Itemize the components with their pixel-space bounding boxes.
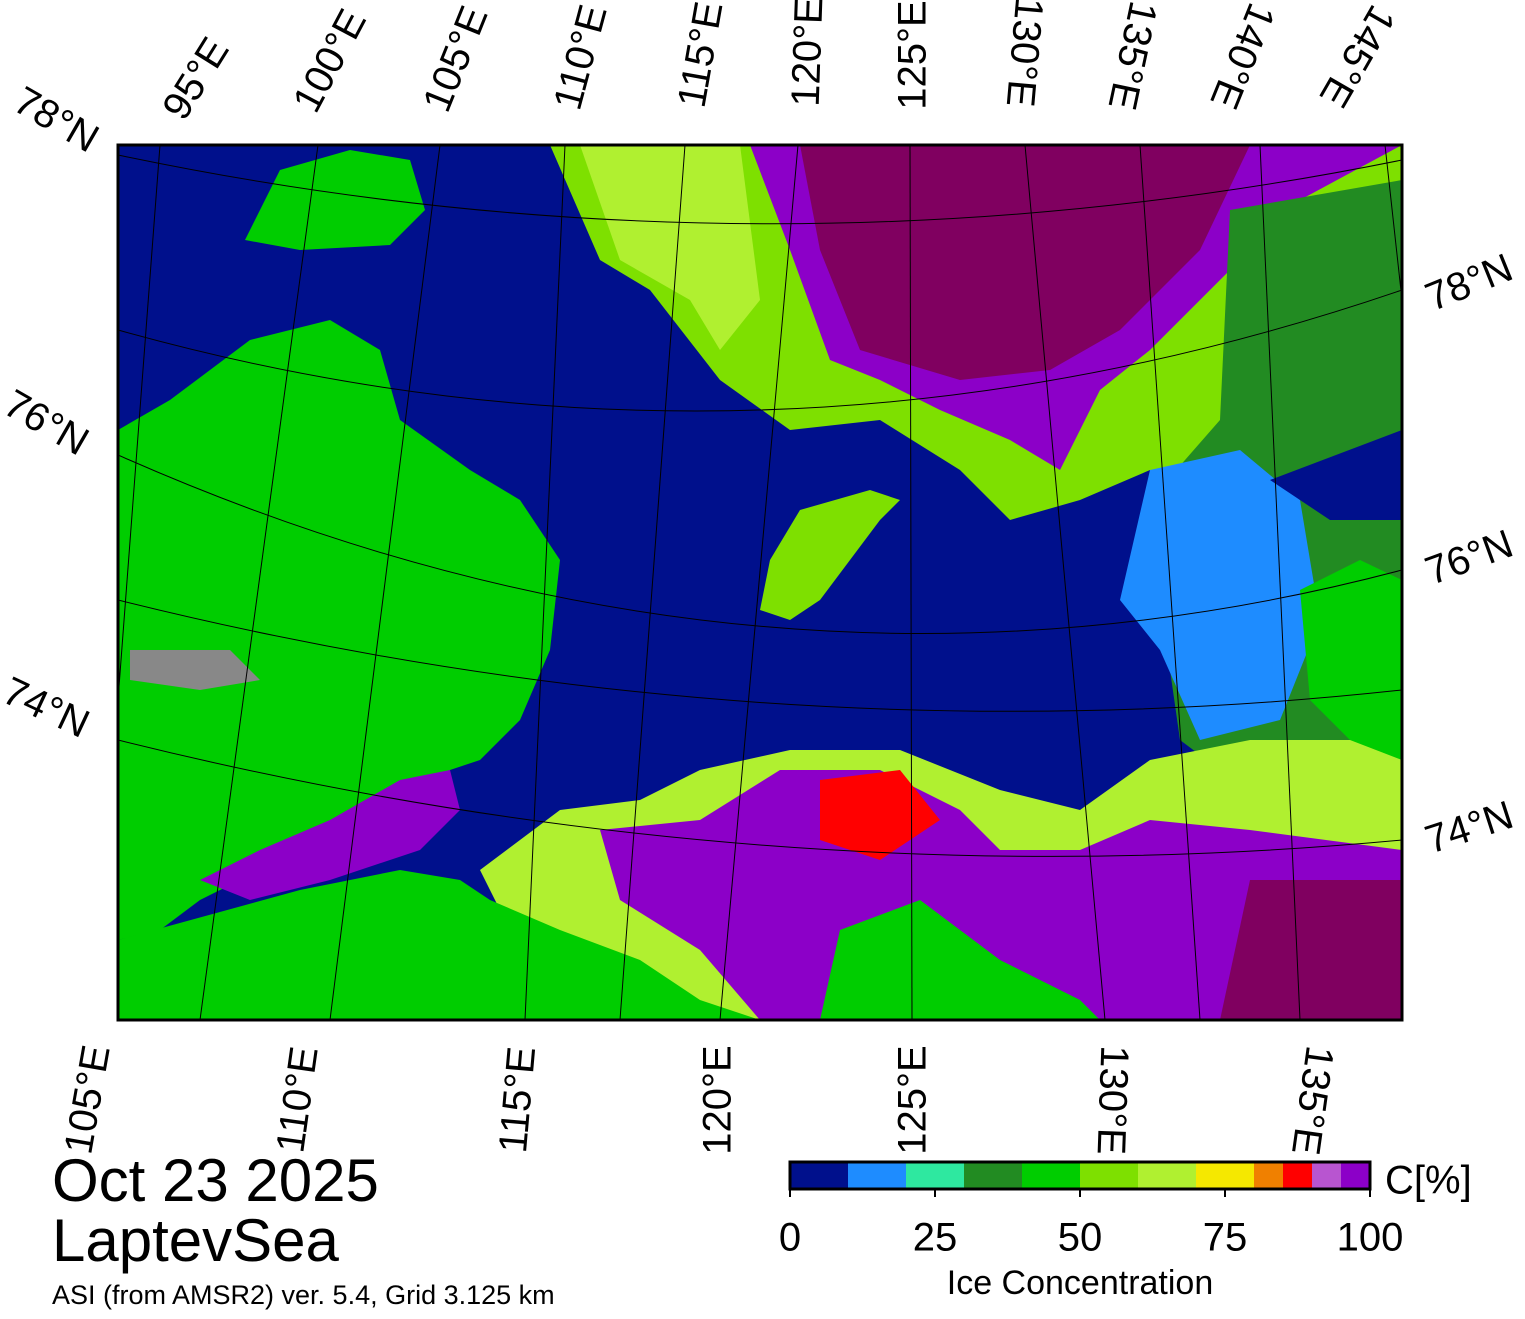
colorbar-tick-label: 50 (1058, 1216, 1103, 1260)
colorbar-segment (1283, 1162, 1312, 1189)
top-graticule-label: 135°E (1099, 0, 1165, 114)
top-graticule-label: 120°E (784, 0, 832, 107)
right-graticule-label: 78°N (1419, 246, 1518, 320)
colorbar-tick-label: 0 (779, 1216, 801, 1260)
colorbar-segment (1080, 1162, 1138, 1189)
top-graticule-label: 78°N (7, 78, 106, 161)
top-graticule-label: 105°E (415, 0, 497, 118)
bottom-graticule-label: 115°E (491, 1045, 544, 1155)
right-graticule-label: 76°N (1420, 522, 1519, 594)
colorbar-tick-label: 25 (913, 1216, 958, 1260)
colorbar-segment (848, 1162, 906, 1189)
colorbar-segment (906, 1162, 964, 1189)
left-graticule-label: 76°N (0, 381, 96, 464)
top-graticule-label: 140°E (1201, 0, 1283, 115)
bottom-graticule-label: 120°E (696, 1045, 740, 1154)
colorbar-segment (790, 1162, 848, 1189)
top-graticule-label: 100°E (285, 2, 375, 119)
colorbar-segment (964, 1162, 1022, 1189)
bottom-graticule-label: 125°E (891, 1045, 935, 1154)
top-graticule-label: 115°E (670, 0, 732, 111)
source: ASI (from AMSR2) ver. 5.4, Grid 3.125 km (52, 1280, 555, 1310)
left-graticule-label: 74°N (0, 669, 96, 747)
bottom-graticule-label: 110°E (268, 1044, 326, 1156)
top-graticule-label: 110°E (546, 0, 616, 114)
top-graticule-label: 145°E (1311, 0, 1404, 115)
colorbar-tick-label: 75 (1203, 1216, 1248, 1260)
top-graticule-label: 130°E (998, 0, 1051, 109)
right-graticule-label: 74°N (1420, 793, 1519, 862)
colorbar-segment (1196, 1162, 1254, 1189)
bottom-graticule-label: 135°E (1283, 1043, 1342, 1157)
date: Oct 23 2025 (52, 1147, 379, 1214)
map-frame (116, 143, 1404, 1022)
colorbar-tick-label: 100 (1337, 1216, 1404, 1260)
bottom-graticule-label: 105°E (56, 1042, 118, 1157)
bottom-graticule-label: 130°E (1089, 1045, 1137, 1156)
colorbar-segment (1022, 1162, 1080, 1189)
colorbar-segment (1341, 1162, 1370, 1189)
top-graticule-label: 125°E (891, 0, 935, 109)
map (118, 145, 1402, 1020)
colorbar-segment (1138, 1162, 1196, 1189)
colorbar-segment (1254, 1162, 1283, 1189)
colorbar-segment (1312, 1162, 1341, 1189)
top-graticule-label: 95°E (154, 30, 238, 127)
region: LaptevSea (52, 1207, 340, 1274)
colorbar-label: Ice Concentration (947, 1264, 1214, 1302)
colorbar-unit: C[%] (1385, 1159, 1472, 1203)
